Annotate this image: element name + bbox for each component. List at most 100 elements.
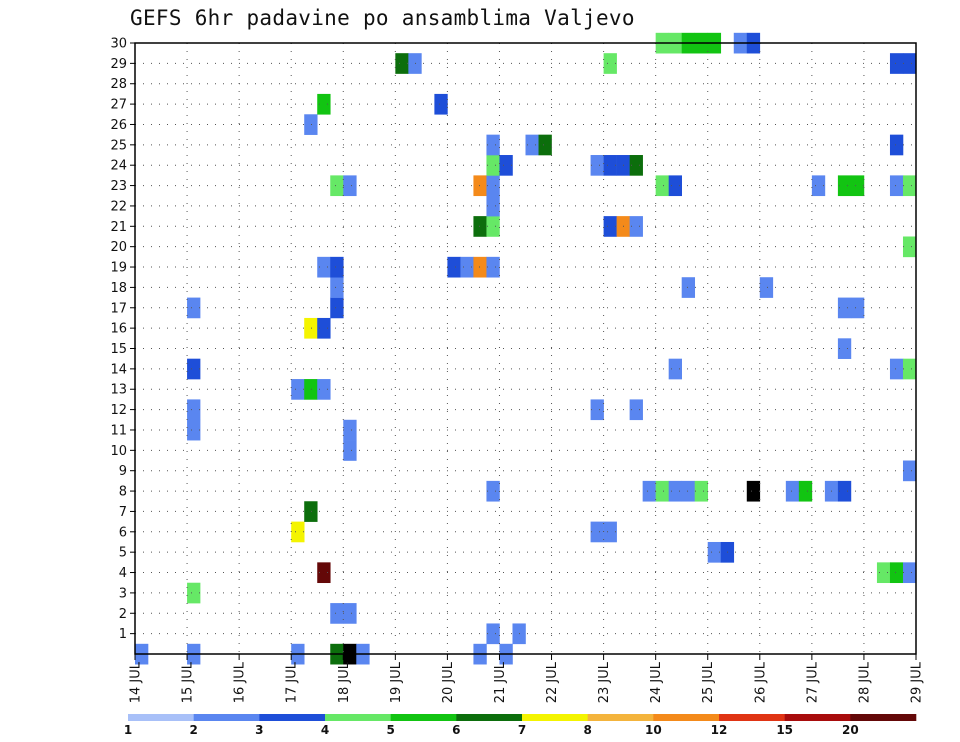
y-tick-label: 23 <box>110 179 127 194</box>
heatmap-cell <box>447 256 461 278</box>
heatmap-cell <box>837 297 852 319</box>
x-tick-label: 19 JUL <box>389 661 404 703</box>
heatmap-cell <box>291 521 305 543</box>
heatmap-cell <box>187 297 201 319</box>
heatmap-cell <box>343 419 357 441</box>
heatmap-cell <box>486 256 500 278</box>
heatmap-cell <box>603 216 617 237</box>
y-tick-label: 14 <box>110 362 127 377</box>
heatmap-cell <box>681 480 696 502</box>
x-tick-label: 23 JUL <box>597 661 612 703</box>
heatmap-cell <box>681 277 696 298</box>
y-tick-label: 16 <box>110 322 127 337</box>
colorbar-segment <box>390 714 457 721</box>
x-tick-label: 24 JUL <box>649 661 664 703</box>
y-tick-label: 15 <box>110 342 127 357</box>
heatmap-cell <box>590 155 604 176</box>
x-tick-label: 14 JUL <box>129 661 144 703</box>
heatmap-cell <box>486 195 500 217</box>
heatmap-cell <box>798 480 813 502</box>
heatmap-cell <box>668 175 682 197</box>
colorbar-label: 4 <box>321 723 329 737</box>
heatmap-cell <box>473 175 487 197</box>
heatmap-cell <box>304 317 318 339</box>
colorbar-label: 1 <box>124 723 132 737</box>
heatmap-cell <box>486 134 500 156</box>
y-tick-label: 12 <box>110 403 127 418</box>
heatmap-cell <box>187 399 201 421</box>
heatmap-cell <box>603 53 617 74</box>
y-tick-label: 29 <box>110 57 127 72</box>
heatmap-cell <box>668 358 682 380</box>
heatmap-cell <box>655 480 669 502</box>
heatmap-cell <box>902 236 917 258</box>
y-tick-label: 18 <box>110 281 127 296</box>
heatmap-cell <box>304 114 318 135</box>
colorbar-label: 5 <box>386 723 394 737</box>
heatmap-cell <box>486 175 500 197</box>
heatmap-cell <box>902 562 917 584</box>
y-tick-label: 8 <box>119 485 127 500</box>
x-tick-label: 25 JUL <box>701 661 716 703</box>
heatmap-cell <box>304 379 318 400</box>
y-tick-label: 30 <box>110 37 127 52</box>
heatmap-cell <box>837 338 852 359</box>
y-tick-label: 9 <box>119 464 127 479</box>
colorbar-segment <box>456 714 523 721</box>
y-tick-label: 5 <box>119 546 127 561</box>
y-tick-label: 6 <box>119 525 127 540</box>
heatmap-cell <box>317 379 331 400</box>
y-tick-label: 26 <box>110 118 127 133</box>
heatmap-cell <box>525 134 539 156</box>
y-tick-label: 11 <box>110 423 127 438</box>
heatmap-cell <box>694 480 709 502</box>
heatmap-cell <box>343 175 357 197</box>
heatmap-cell <box>304 501 318 522</box>
heatmap-cell <box>642 480 656 502</box>
y-tick-label: 3 <box>119 586 127 601</box>
heatmap-cell <box>187 358 201 380</box>
heatmap-cell <box>291 379 305 400</box>
colorbar-segment <box>522 714 588 721</box>
y-tick-label: 19 <box>110 261 127 276</box>
y-tick-label: 10 <box>110 444 127 459</box>
y-tick-label: 28 <box>110 77 127 92</box>
heatmap-cell <box>889 358 904 380</box>
heatmap-cell <box>330 277 344 298</box>
heatmap-cell <box>889 53 904 74</box>
chart-title: GEFS 6hr padavine po ansamblima Valjevo <box>130 6 635 30</box>
colorbar-label: 15 <box>776 723 793 737</box>
heatmap-cell <box>759 277 774 298</box>
heatmap-cell <box>486 216 500 237</box>
heatmap-cell <box>876 562 891 584</box>
heatmap-cell <box>902 175 917 197</box>
heatmap-cell <box>486 155 500 176</box>
heatmap-cell <box>603 155 617 176</box>
x-tick-label: 16 JUL <box>233 661 248 703</box>
colorbar-segment <box>587 714 654 721</box>
x-tick-label: 29 JUL <box>910 661 925 703</box>
y-tick-label: 2 <box>119 607 127 622</box>
heatmap-cell <box>187 582 201 604</box>
y-tick-label: 24 <box>110 159 127 174</box>
heatmap-cell <box>473 216 487 237</box>
heatmap-cell <box>317 256 331 278</box>
heatmap-cell <box>785 480 800 502</box>
heatmap-cell <box>889 562 904 584</box>
heatmap-cell <box>330 256 344 278</box>
colorbar-segment <box>193 714 260 721</box>
heatmap-cell <box>317 317 331 339</box>
heatmap-cell <box>590 399 604 421</box>
heatmap-cell <box>902 53 917 74</box>
y-tick-label: 1 <box>119 627 127 642</box>
y-tick-label: 21 <box>110 220 127 235</box>
x-tick-label: 15 JUL <box>181 661 196 703</box>
x-tick-label: 18 JUL <box>337 661 352 703</box>
heatmap-cell <box>655 175 669 197</box>
colorbar-segment <box>784 714 851 721</box>
heatmap-cell <box>473 256 487 278</box>
y-tick-label: 7 <box>119 505 127 520</box>
x-tick-label: 21 JUL <box>493 661 508 703</box>
colorbar-label: 12 <box>711 723 728 737</box>
